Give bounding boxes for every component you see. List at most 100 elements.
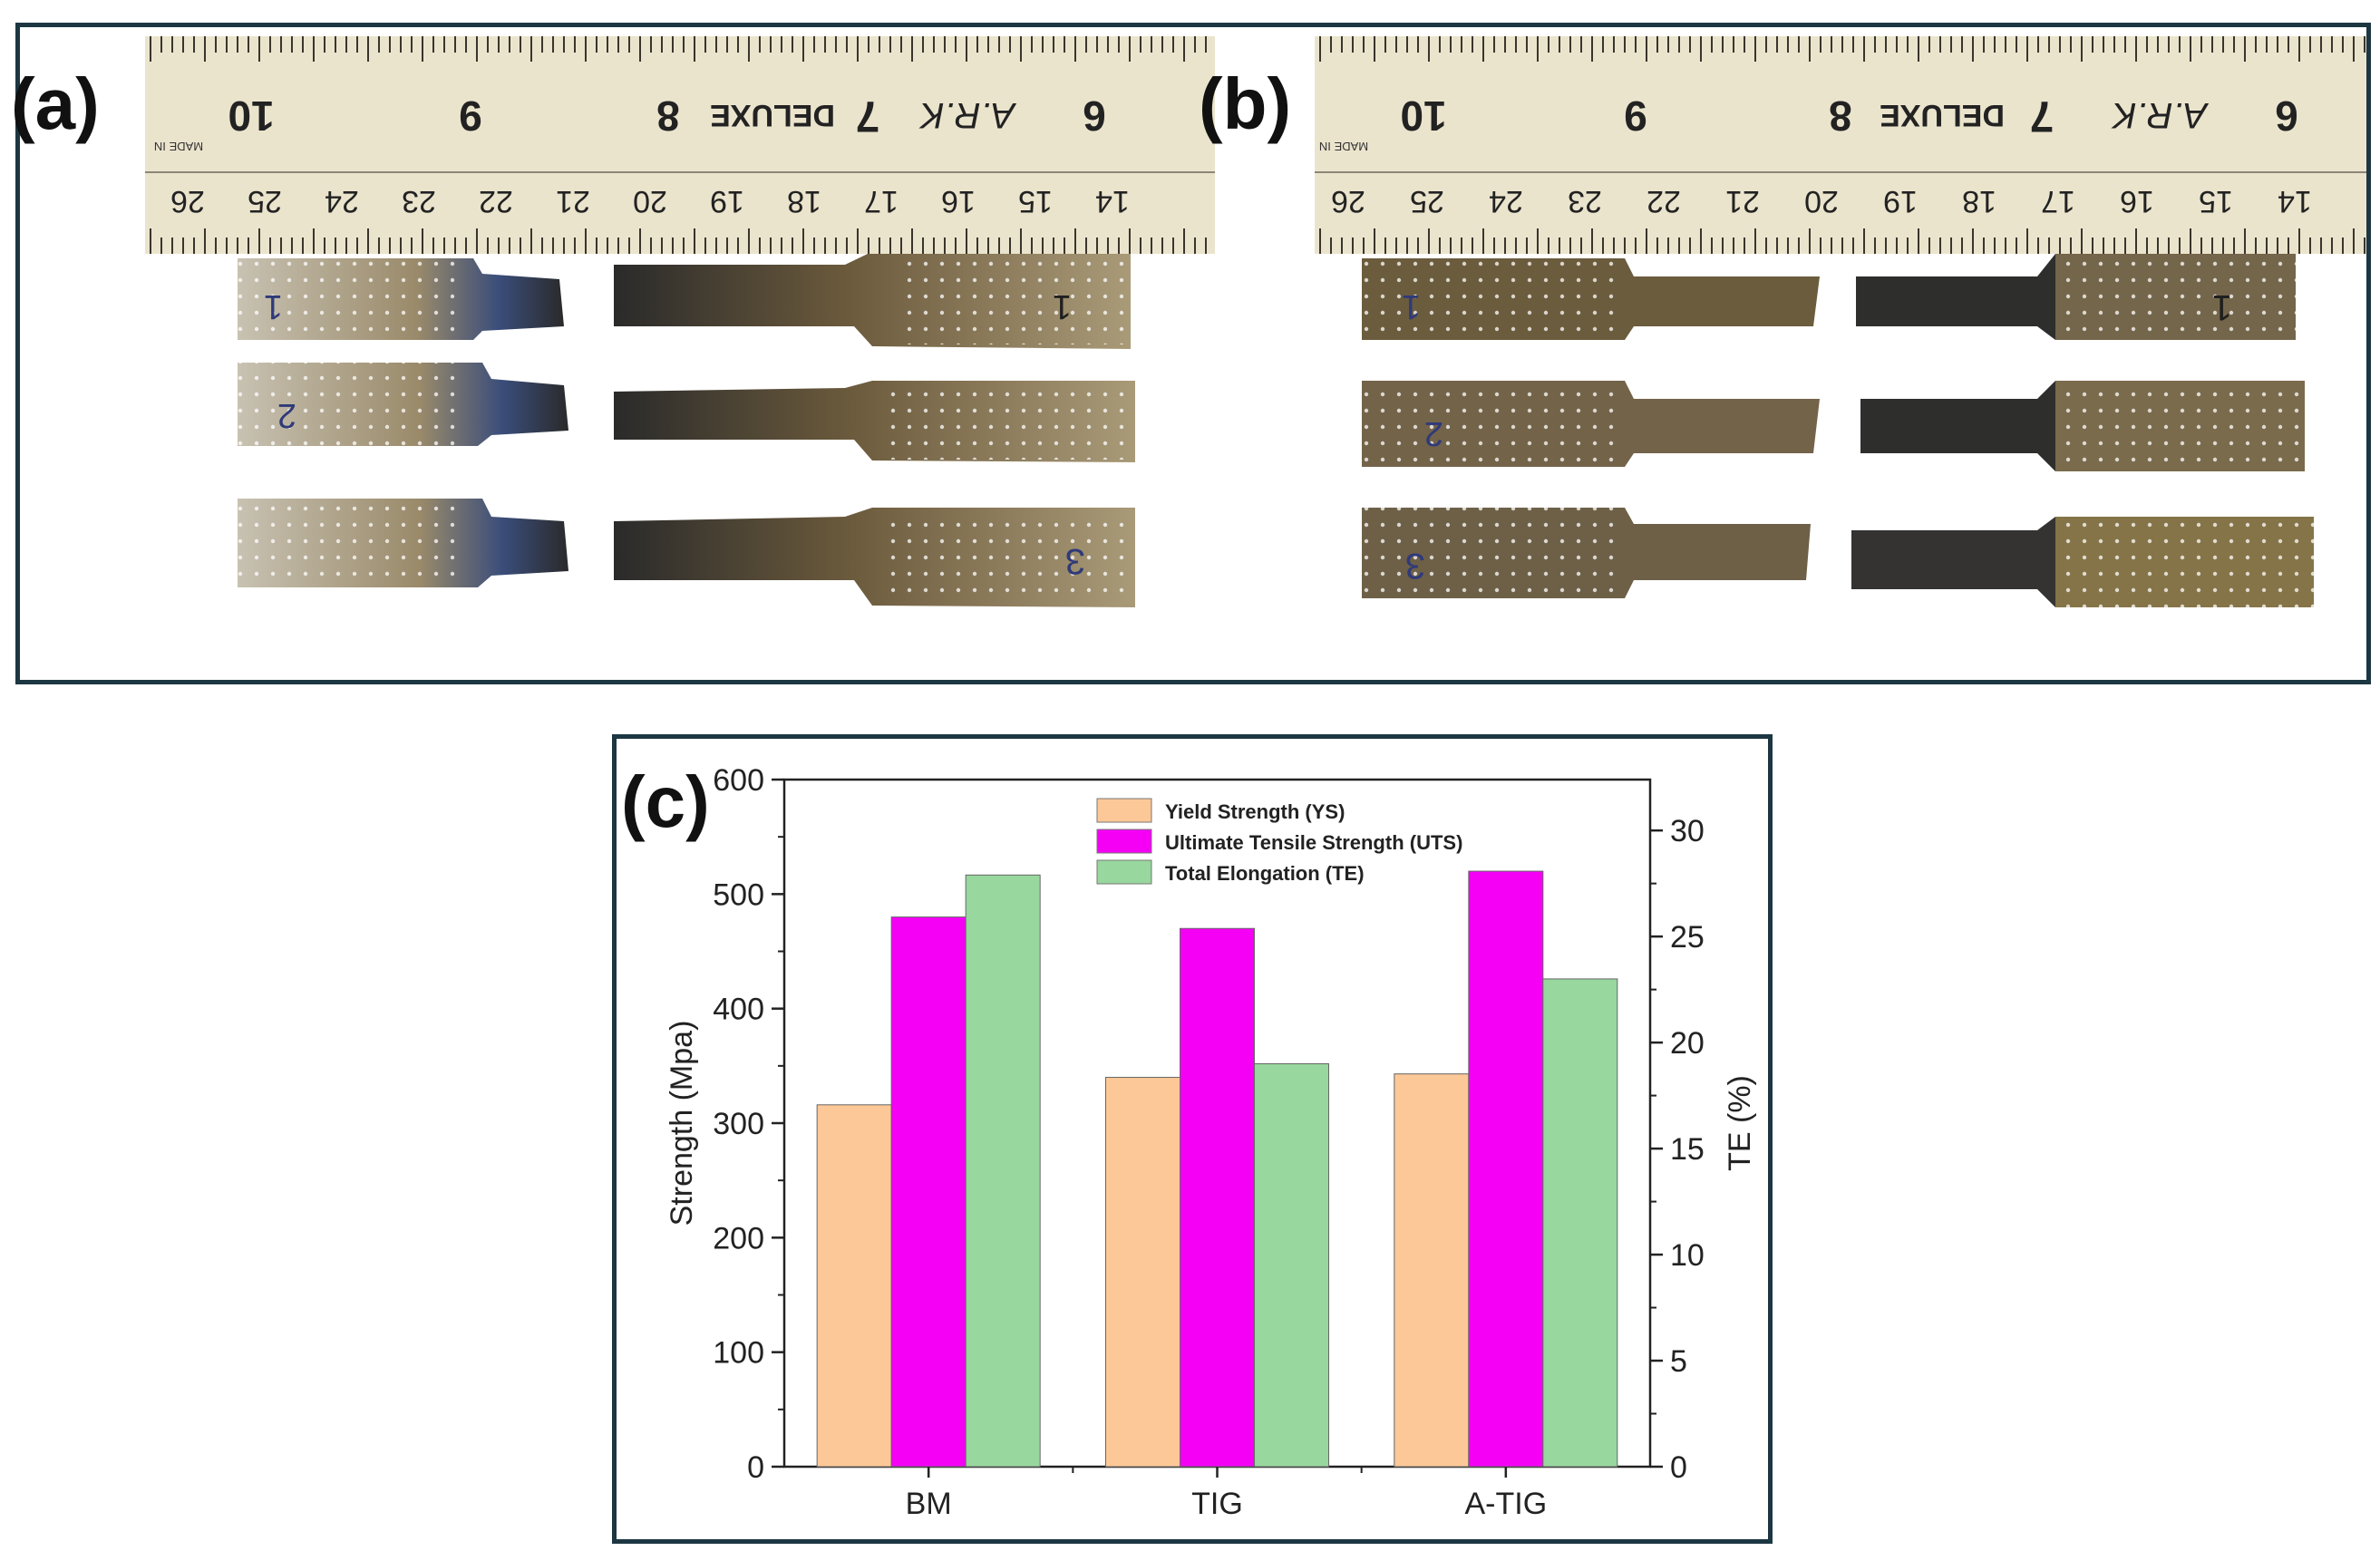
y-axis-label: Strength (Mpa) — [665, 1021, 699, 1226]
y-tick-label: 600 — [713, 763, 764, 798]
ruler-bottom-number: 19 — [710, 184, 744, 218]
ruler-bottom-number: 26 — [170, 184, 205, 218]
legend-label: Total Elongation (TE) — [1165, 862, 1365, 885]
specimen-mark: 3 — [1065, 541, 1085, 581]
y-tick-label: 100 — [713, 1336, 764, 1371]
bar-ys-a-tig — [1394, 1073, 1470, 1468]
ruler-bottom-number: 20 — [633, 184, 667, 218]
ruler-bottom-number: 26 — [1331, 184, 1365, 218]
ruler-a-number: 6 — [1083, 92, 1106, 140]
legend-swatch — [1096, 829, 1152, 854]
specimen-a-3: 3 — [238, 499, 1135, 607]
tensile-bar-chart: 0 100 200 300 400 500 600 0 5 10 15 20 25 30 BM TIG A-… — [665, 763, 1757, 1521]
specimens-a: 1 1 2 3 — [238, 254, 1135, 607]
ruler-b: 10 9 8 DELUXE 7 A.R.K 6 MADE IN 26 25 24 23… — [1315, 36, 2366, 254]
bar-te-tig — [1254, 1062, 1329, 1468]
ruler-a-number: 8 — [656, 92, 680, 140]
ruler-bottom-number: 23 — [1568, 184, 1602, 218]
ruler-a-maker: A.R.K — [918, 95, 1016, 135]
bar-te-bm — [965, 874, 1041, 1468]
ruler-a-number: 10 — [228, 92, 274, 140]
ruler-bottom-number: 16 — [941, 184, 976, 218]
specimen-mark: 1 — [264, 287, 283, 325]
bars — [816, 870, 1618, 1468]
ruler-bottom-number: 17 — [2041, 184, 2075, 218]
ruler-bottom-number: 24 — [1489, 184, 1523, 218]
ruler-bottom-number: 22 — [479, 184, 513, 218]
specimen-mark: 3 — [1405, 546, 1425, 586]
ruler-bottom-number: 19 — [1883, 184, 1918, 218]
specimens-b: 1 1 2 3 — [1362, 254, 2314, 607]
ruler-bottom-number: 18 — [1962, 184, 1996, 218]
ruler-bottom-number: 25 — [248, 184, 282, 218]
bar-uts-tig — [1180, 927, 1255, 1468]
specimen-mark: 1 — [2212, 287, 2232, 327]
bar-te-a-tig — [1542, 978, 1618, 1468]
ruler-b-number: 6 — [2275, 92, 2298, 140]
panel-label-b: (b) — [1199, 63, 1292, 144]
ruler-bottom-number: 22 — [1647, 184, 1681, 218]
y2-tick-label: 20 — [1670, 1026, 1705, 1061]
ruler-bottom-number: 14 — [2278, 184, 2312, 218]
ruler-bottom-number: 25 — [1410, 184, 1444, 218]
ruler-b-maker: A.R.K — [2110, 95, 2209, 135]
ruler-a-maker-number: 7 — [856, 92, 880, 140]
legend-swatch — [1096, 859, 1152, 885]
specimen-mark: 1 — [1053, 287, 1072, 325]
fracture-photo-svg: 10 9 8 DELUXE 7 A.R.K 6 MADE IN 26 25 24 23… — [145, 36, 2366, 607]
specimen-a-1: 1 1 — [238, 254, 1131, 349]
ruler-b-number: 8 — [1829, 92, 1852, 140]
x-tick-label: A-TIG — [1464, 1487, 1547, 1521]
ruler-b-made-in: MADE IN — [1319, 140, 1368, 153]
ruler-bottom-number: 14 — [1095, 184, 1130, 218]
bar-ys-bm — [816, 1104, 892, 1468]
ruler-bottom-number: 17 — [864, 184, 899, 218]
y2-tick-label: 10 — [1670, 1238, 1705, 1273]
ruler-a-brand: DELUXE — [710, 98, 835, 132]
ruler-b-number: 9 — [1624, 92, 1647, 140]
x-tick-label: TIG — [1191, 1487, 1243, 1521]
legend: Yield Strength (YS) Ultimate Tensile Stre… — [1096, 798, 1462, 885]
y2-tick-label: 25 — [1670, 920, 1705, 955]
ruler-a-number: 9 — [459, 92, 482, 140]
y2-tick-label: 0 — [1670, 1450, 1687, 1485]
legend-label: Ultimate Tensile Strength (UTS) — [1165, 831, 1462, 854]
ruler-bottom-number: 16 — [2120, 184, 2154, 218]
x-tick-label: BM — [906, 1487, 952, 1521]
specimen-b-3: 3 — [1362, 508, 2314, 607]
ruler-bottom-number: 20 — [1804, 184, 1839, 218]
y-tick-label: 300 — [713, 1107, 764, 1141]
specimen-b-2: 2 — [1362, 381, 2305, 471]
y-tick-label: 500 — [713, 877, 764, 912]
ruler-a: 10 9 8 DELUXE 7 A.R.K 6 MADE IN 26 25 24 23… — [145, 36, 1215, 254]
bar-uts-a-tig — [1468, 870, 1544, 1468]
ruler-b-maker-number: 7 — [2030, 92, 2055, 140]
bar-ys-tig — [1105, 1076, 1180, 1468]
specimen-a-2: 2 — [238, 363, 1135, 462]
bar-uts-bm — [890, 916, 967, 1468]
ruler-b-number: 10 — [1400, 92, 1446, 140]
ruler-bottom-number: 18 — [787, 184, 821, 218]
y2-tick-label: 30 — [1670, 814, 1705, 848]
ruler-a-bottom-numbers: 26 25 24 23 22 21 20 19 18 17 16 15 14 — [170, 184, 1130, 218]
y-tick-label: 200 — [713, 1221, 764, 1255]
chart-panel: 0 100 200 300 400 500 600 0 5 10 15 20 25 30 BM TIG A-… — [612, 734, 1773, 1544]
left-axis: 0 100 200 300 400 500 600 — [713, 763, 784, 1485]
y2-axis-label: TE (%) — [1723, 1075, 1757, 1171]
specimen-mark: 2 — [1424, 414, 1443, 452]
specimen-mark: 1 — [1402, 287, 1421, 325]
x-axis: BM TIG A-TIG — [906, 1467, 1547, 1521]
y2-tick-label: 15 — [1670, 1132, 1705, 1167]
ruler-bottom-number: 21 — [556, 184, 590, 218]
y-tick-label: 0 — [747, 1450, 764, 1485]
fracture-photo-panel: 10 9 8 DELUXE 7 A.R.K 6 MADE IN 26 25 24 23… — [11, 23, 2371, 684]
legend-label: Yield Strength (YS) — [1165, 800, 1345, 823]
ruler-bottom-number: 15 — [2199, 184, 2233, 218]
right-axis: 0 5 10 15 20 25 30 — [1650, 814, 1705, 1485]
ruler-bottom-number: 15 — [1018, 184, 1053, 218]
ruler-bottom-number: 21 — [1725, 184, 1760, 218]
panel-label-a: (a) — [11, 63, 100, 144]
ruler-bottom-number: 23 — [402, 184, 436, 218]
ruler-b-brand: DELUXE — [1880, 98, 2005, 132]
specimen-b-1: 1 1 — [1362, 254, 2296, 340]
